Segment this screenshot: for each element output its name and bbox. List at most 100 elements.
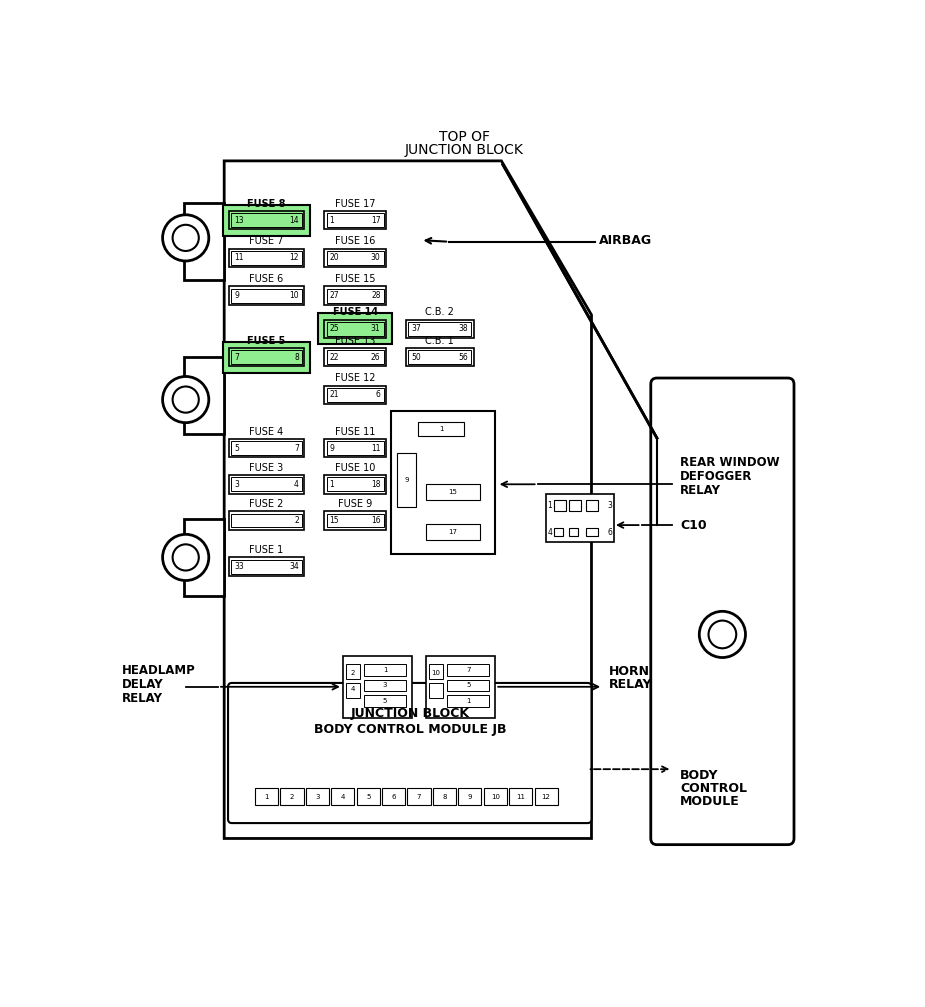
Bar: [509, 788, 532, 806]
Bar: [231, 251, 302, 265]
Bar: [554, 500, 566, 512]
Bar: [231, 514, 302, 528]
FancyBboxPatch shape: [228, 683, 591, 823]
Bar: [327, 477, 384, 491]
Bar: [228, 210, 304, 230]
Bar: [325, 512, 386, 530]
Text: FUSE 16: FUSE 16: [335, 237, 376, 247]
Text: 10: 10: [491, 794, 500, 800]
Text: 33: 33: [234, 562, 244, 571]
Circle shape: [163, 535, 209, 580]
Text: FUSE 1: FUSE 1: [250, 545, 284, 555]
Text: BODY CONTROL MODULE JB: BODY CONTROL MODULE JB: [314, 723, 506, 736]
Bar: [484, 788, 507, 806]
Text: HORN: HORN: [609, 665, 649, 678]
Text: 20: 20: [329, 254, 339, 263]
Text: FUSE 8: FUSE 8: [247, 198, 286, 208]
Bar: [231, 350, 302, 365]
Bar: [327, 388, 384, 402]
Text: 8: 8: [442, 794, 447, 800]
Text: 17: 17: [449, 529, 457, 535]
Bar: [569, 528, 578, 536]
Text: 5: 5: [366, 794, 370, 800]
Text: FUSE 13: FUSE 13: [335, 335, 376, 345]
Text: 50: 50: [412, 352, 421, 362]
Bar: [448, 680, 489, 692]
Text: 6: 6: [376, 391, 380, 400]
Text: 8: 8: [294, 352, 299, 362]
Bar: [223, 341, 311, 373]
Text: 12: 12: [290, 254, 299, 263]
Text: 2: 2: [290, 794, 294, 800]
Text: 7: 7: [294, 444, 299, 452]
Bar: [458, 788, 481, 806]
Text: 7: 7: [466, 667, 471, 673]
Text: 16: 16: [371, 516, 380, 525]
Bar: [331, 788, 354, 806]
Bar: [325, 249, 386, 267]
Bar: [406, 348, 474, 367]
Text: DEFOGGER: DEFOGGER: [680, 470, 752, 483]
Bar: [346, 683, 360, 698]
Text: FUSE 5: FUSE 5: [247, 335, 286, 345]
Text: 6: 6: [608, 528, 612, 537]
Circle shape: [709, 620, 736, 649]
Text: 5: 5: [383, 698, 388, 704]
Text: BODY: BODY: [680, 768, 719, 781]
Text: RELAY: RELAY: [609, 678, 652, 691]
Text: DELAY: DELAY: [122, 678, 164, 691]
Text: 7: 7: [234, 352, 239, 362]
Bar: [346, 664, 360, 679]
Text: 15: 15: [329, 516, 339, 525]
Bar: [327, 514, 384, 528]
Text: FUSE 15: FUSE 15: [335, 274, 376, 284]
Bar: [408, 322, 472, 335]
Bar: [231, 289, 302, 302]
Text: 3: 3: [383, 683, 388, 688]
Text: 1: 1: [548, 501, 552, 511]
Bar: [535, 788, 558, 806]
Text: FUSE 14: FUSE 14: [332, 307, 377, 317]
Bar: [546, 494, 614, 542]
Bar: [426, 525, 480, 540]
Text: TOP OF: TOP OF: [439, 130, 490, 144]
Bar: [318, 313, 392, 344]
Text: 13: 13: [234, 215, 244, 225]
Bar: [429, 664, 443, 679]
Text: 28: 28: [371, 291, 380, 300]
Text: 5: 5: [466, 683, 471, 688]
Bar: [325, 286, 386, 305]
Text: HEADLAMP: HEADLAMP: [122, 665, 195, 677]
Text: FUSE 7: FUSE 7: [250, 237, 284, 247]
Text: RELAY: RELAY: [122, 692, 163, 705]
Bar: [184, 357, 224, 434]
Text: 12: 12: [542, 794, 550, 800]
Text: 3: 3: [234, 479, 239, 488]
Bar: [327, 289, 384, 302]
Bar: [231, 441, 302, 455]
Bar: [391, 411, 495, 554]
Bar: [228, 249, 304, 267]
Bar: [327, 350, 384, 365]
Circle shape: [173, 225, 199, 251]
Bar: [231, 213, 302, 228]
Bar: [433, 788, 456, 806]
Text: 1: 1: [466, 698, 471, 704]
Text: 1: 1: [265, 794, 269, 800]
Text: C.B. 2: C.B. 2: [426, 307, 454, 317]
Bar: [184, 519, 224, 596]
Text: RELAY: RELAY: [680, 484, 722, 496]
Circle shape: [173, 387, 199, 413]
Bar: [325, 348, 386, 367]
Text: 3: 3: [315, 794, 320, 800]
Bar: [325, 439, 386, 457]
Text: 6: 6: [391, 794, 396, 800]
Text: 4: 4: [294, 479, 299, 488]
Text: 2: 2: [294, 516, 299, 525]
Bar: [325, 210, 386, 230]
Bar: [228, 558, 304, 576]
Text: FUSE 3: FUSE 3: [250, 463, 284, 472]
Text: AIRBAG: AIRBAG: [599, 234, 652, 247]
Text: 7: 7: [417, 794, 421, 800]
Text: JUNCTION BLOCK: JUNCTION BLOCK: [351, 707, 469, 720]
